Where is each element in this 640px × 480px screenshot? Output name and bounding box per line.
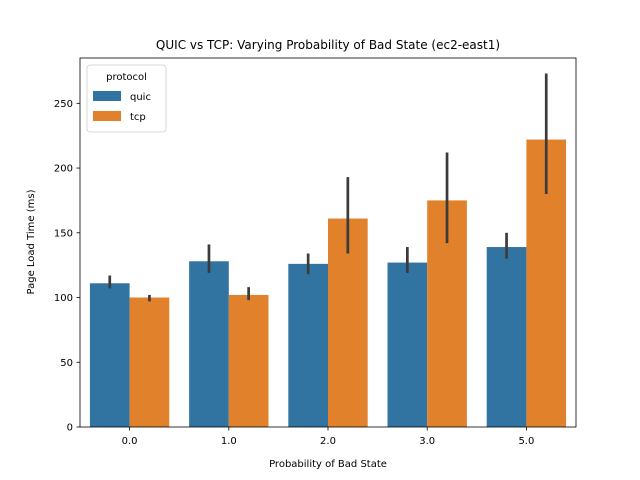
axes-layer: 0 50 100 150 200 250 0.0 1.0 2.0 3.0 5.0 xyxy=(54,57,577,447)
legend-swatch-tcp xyxy=(93,111,121,121)
x-tick-label: 2.0 xyxy=(320,436,336,447)
legend-label-tcp: tcp xyxy=(130,112,146,123)
y-tick-label: 100 xyxy=(54,293,73,304)
error-bars-layer xyxy=(108,73,548,302)
y-tick-label: 50 xyxy=(60,358,73,369)
bar-quic-0.0 xyxy=(89,283,130,427)
bar-quic-5.0 xyxy=(486,247,527,427)
x-tick-label: 5.0 xyxy=(518,436,534,447)
x-axis-label: Probability of Bad State xyxy=(269,459,387,470)
bar-quic-3.0 xyxy=(387,262,428,427)
x-tick-label: 0.0 xyxy=(122,436,138,447)
bars-layer xyxy=(89,139,567,427)
legend: protocol quic tcp xyxy=(86,64,167,133)
bar-quic-1.0 xyxy=(189,261,229,427)
y-tick-label: 0 xyxy=(67,423,73,434)
y-tick-label: 250 xyxy=(54,99,73,110)
x-tick-label: 3.0 xyxy=(419,436,435,447)
chart-title: QUIC vs TCP: Varying Probability of Bad … xyxy=(156,38,500,52)
legend-label-quic: quic xyxy=(130,92,151,103)
y-tick-label: 200 xyxy=(54,164,73,175)
legend-swatch-quic xyxy=(93,91,121,101)
y-axis-label: Page Load Time (ms) xyxy=(26,189,37,294)
bar-tcp-1.0 xyxy=(228,294,269,427)
x-tick-label: 1.0 xyxy=(221,436,237,447)
y-tick-label: 150 xyxy=(54,228,73,239)
bar-quic-2.0 xyxy=(288,263,328,427)
legend-title: protocol xyxy=(106,72,147,83)
bar-tcp-0.0 xyxy=(129,297,170,427)
